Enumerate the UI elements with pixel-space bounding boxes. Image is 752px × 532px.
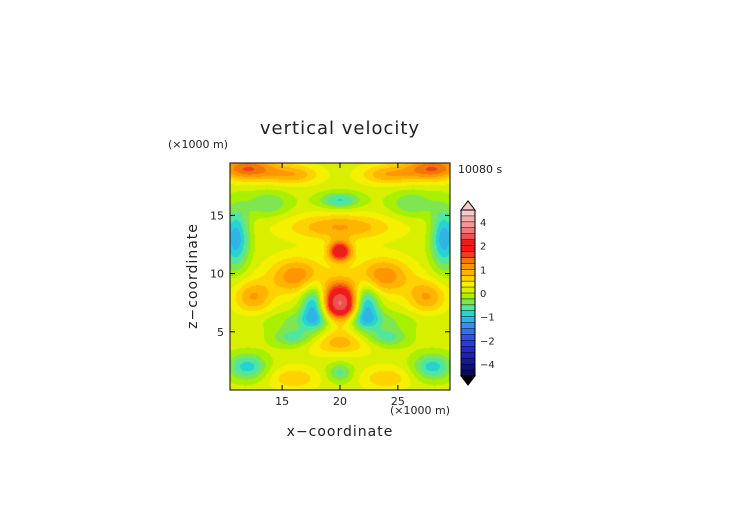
colorbar-tick-label: −4 <box>480 360 495 371</box>
x-axis-label: x−coordinate <box>287 424 394 440</box>
colorbar-swatch <box>461 304 475 312</box>
x-tick-label: 25 <box>391 395 405 408</box>
y-axis: 5 10 15 <box>210 209 450 339</box>
heatmap-plot <box>229 162 451 391</box>
colorbar-swatch <box>461 370 475 377</box>
colorbar-min-extension <box>459 375 477 386</box>
colorbar-swatch <box>461 334 475 341</box>
colorbar-swatch <box>461 239 475 246</box>
colorbar-swatch <box>461 251 475 258</box>
colorbar-swatch <box>461 293 475 300</box>
colorbar-swatch <box>461 322 475 329</box>
heatmap-field <box>230 163 450 390</box>
y-tick-label: 10 <box>210 268 224 281</box>
colorbar-swatch <box>461 328 475 335</box>
colorbar-swatch <box>461 310 475 318</box>
y-unit-label: (×1000 m) <box>168 138 228 151</box>
colorbar-swatch <box>461 352 475 359</box>
colorbar-tick-label: 2 <box>480 242 486 253</box>
colorbar-swatch <box>461 275 475 282</box>
colorbar-tick-label: 0 <box>480 289 486 300</box>
colorbar-swatch <box>461 269 475 276</box>
colorbar-swatch <box>461 346 475 353</box>
colorbar-swatch <box>461 287 475 294</box>
colorbar-swatch <box>461 210 475 217</box>
colorbar-swatch <box>461 281 475 288</box>
y-tick-label: 15 <box>210 209 224 222</box>
colorbar-tick-label: −2 <box>480 336 495 347</box>
colorbar-swatch <box>461 340 475 347</box>
colorbar-swatch <box>461 227 475 235</box>
colorbar-swatch <box>461 221 475 229</box>
time-label: 10080 s <box>458 163 502 176</box>
colorbar-tick-label: −1 <box>480 313 495 324</box>
x-tick-label: 20 <box>333 395 347 408</box>
colorbar-swatch <box>461 358 475 365</box>
x-tick-label: 15 <box>275 395 289 408</box>
colorbar-swatch <box>461 215 475 223</box>
y-tick-label: 5 <box>217 326 224 339</box>
y-axis-label: z−coordinate <box>185 223 201 329</box>
colorbar-swatch <box>461 263 475 270</box>
colorbar-swatch <box>461 316 475 324</box>
colorbar-swatch <box>461 245 475 252</box>
colorbar-tick-label: 1 <box>480 265 486 276</box>
chart-title: vertical velocity <box>260 118 420 139</box>
x-unit-label: (×1000 m) <box>390 404 450 417</box>
colorbar-swatch <box>461 298 475 306</box>
colorbar: 4 2 1 0 −1 −2 −4 <box>459 200 495 386</box>
colorbar-tick-label: 4 <box>480 218 486 229</box>
colorbar-swatch <box>461 233 475 241</box>
x-axis: 15 20 25 <box>275 163 405 408</box>
colorbar-swatch <box>461 257 475 264</box>
colorbar-swatch <box>461 364 475 371</box>
colorbar-max-extension <box>459 200 477 211</box>
